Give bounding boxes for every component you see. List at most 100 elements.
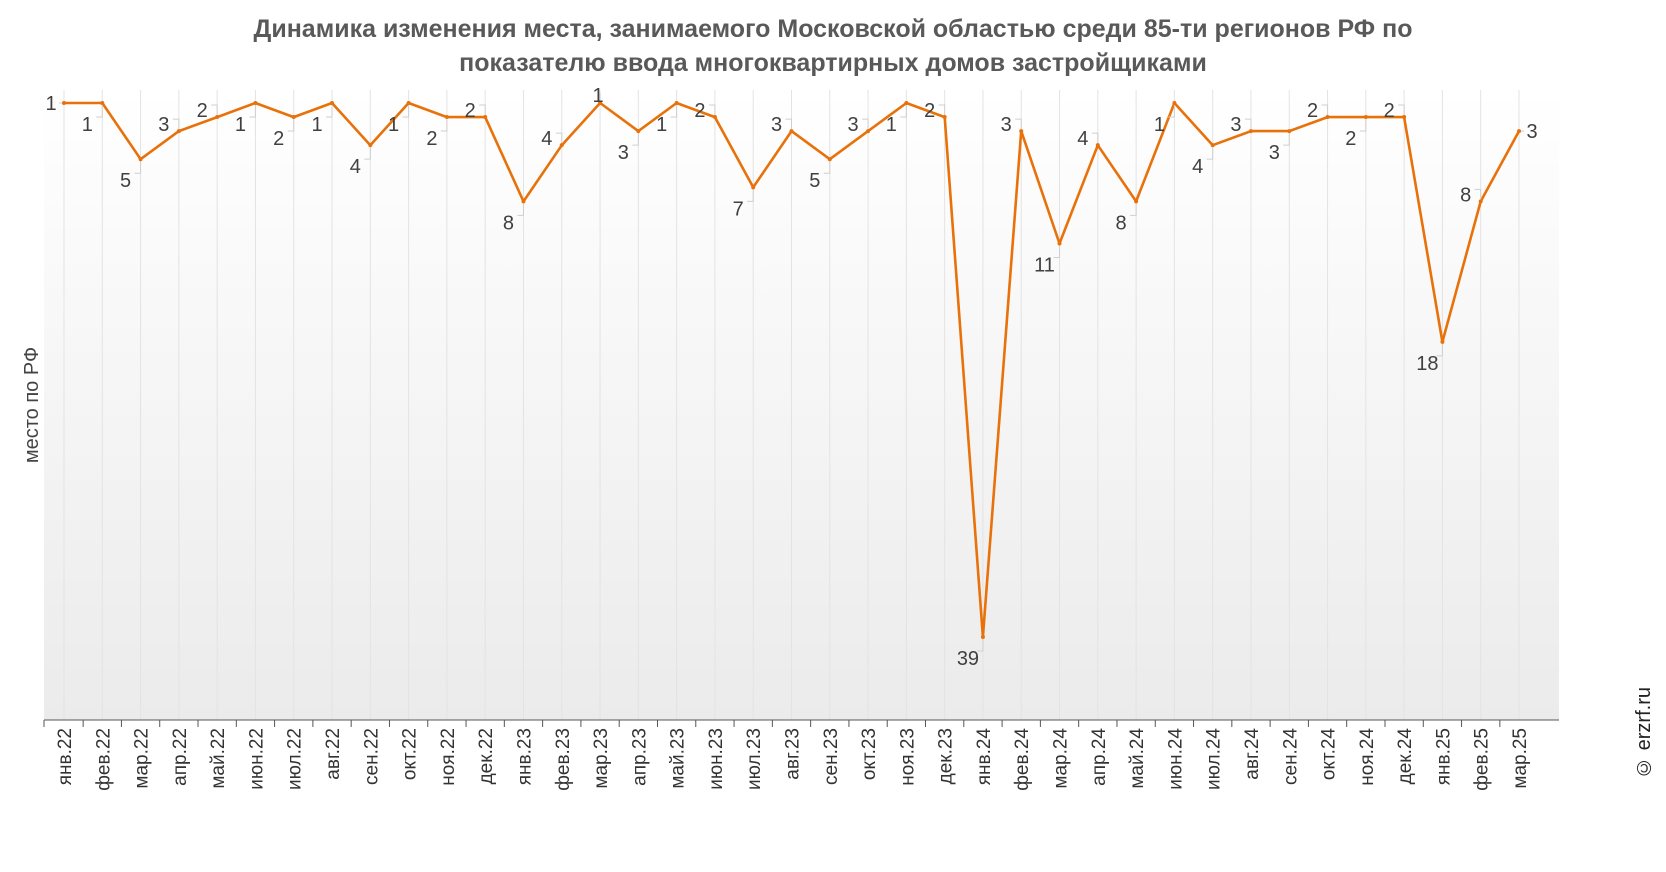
x-tick-label: май.22 — [208, 728, 229, 789]
data-label-leader — [402, 103, 410, 118]
data-label-leader — [1130, 201, 1137, 216]
data-point — [1019, 129, 1024, 134]
data-point — [444, 115, 449, 120]
data-point — [636, 129, 641, 134]
plot-area — [44, 90, 1559, 720]
x-tick-label: июн.24 — [1165, 728, 1186, 790]
data-label: 39 — [957, 648, 979, 670]
data-label-leader — [1168, 103, 1175, 118]
x-tick-label: фев.24 — [1012, 728, 1033, 791]
x-tick-label: апр.23 — [629, 728, 650, 786]
data-label-leader — [670, 103, 678, 118]
x-axis-ticks — [43, 720, 1501, 727]
x-tick-label: окт.22 — [400, 728, 421, 780]
data-label: 11 — [1034, 255, 1055, 277]
x-tick-label: окт.23 — [859, 728, 880, 780]
data-point — [751, 185, 756, 190]
x-tick-label: мар.24 — [1051, 728, 1072, 789]
data-label: 7 — [733, 198, 744, 220]
x-tick-label: дек.23 — [936, 728, 957, 784]
data-label-leader — [747, 187, 754, 202]
data-label: 3 — [158, 114, 169, 136]
data-label: 8 — [1116, 212, 1127, 234]
x-tick-label: июл.22 — [285, 728, 306, 790]
data-label: 1 — [886, 114, 897, 136]
x-tick-label: янв.25 — [1433, 728, 1454, 785]
data-label-leader — [440, 117, 448, 132]
data-label-leaders — [59, 93, 1524, 652]
data-label-leader — [823, 159, 831, 174]
x-tick-label: окт.24 — [1319, 728, 1340, 781]
data-label: 3 — [771, 114, 782, 136]
data-label-leader — [976, 637, 984, 652]
watermark: © erzrf.ru — [1633, 687, 1655, 778]
data-label: 1 — [388, 114, 399, 136]
data-label-leader — [785, 118, 792, 132]
data-label-leader — [555, 132, 563, 146]
data-point — [1325, 115, 1330, 120]
data-label: 2 — [465, 100, 476, 122]
x-tick-label: авг.23 — [783, 728, 804, 780]
data-label-leader — [134, 159, 142, 174]
data-label-leader — [938, 104, 946, 118]
data-point — [1095, 143, 1100, 148]
x-tick-label: апр.22 — [170, 728, 191, 786]
x-tick-label: мар.22 — [132, 728, 153, 789]
data-point — [291, 115, 296, 120]
data-label: 2 — [1384, 100, 1395, 122]
x-tick-label: ноя.22 — [438, 728, 459, 786]
data-label: 1 — [311, 114, 322, 136]
data-label: 1 — [592, 85, 603, 107]
data-label-leader — [172, 118, 180, 132]
x-tick-label: фев.22 — [93, 728, 114, 791]
data-label-leader — [364, 145, 371, 160]
data-label-leader — [862, 118, 869, 132]
x-tick-label: май.24 — [1127, 728, 1148, 789]
data-label: 2 — [924, 100, 935, 122]
data-label-leader — [1359, 117, 1367, 132]
data-label: 4 — [1077, 128, 1088, 150]
data-point — [406, 101, 411, 105]
data-label-leader — [249, 103, 256, 118]
data-label: 3 — [1001, 114, 1012, 136]
data-label: 3 — [618, 142, 629, 164]
x-tick-label: фев.25 — [1472, 728, 1493, 791]
data-label: 1 — [45, 93, 56, 115]
data-label-leader — [326, 103, 333, 118]
data-label: 1 — [82, 114, 93, 136]
data-label: 3 — [1526, 121, 1537, 143]
data-point — [215, 115, 220, 120]
data-points — [62, 101, 1521, 639]
data-label-leader — [517, 201, 524, 216]
data-point — [789, 129, 794, 134]
grid-lines — [63, 90, 1520, 720]
data-label-leader — [1436, 341, 1443, 357]
data-point — [942, 115, 947, 120]
data-point — [62, 101, 66, 105]
data-label: 2 — [273, 128, 284, 150]
data-point — [980, 635, 985, 639]
y-axis-label: место по РФ — [21, 347, 43, 463]
data-point — [253, 101, 258, 105]
data-point — [1402, 115, 1407, 120]
data-label-leader — [1015, 118, 1022, 132]
data-label-leader — [1398, 104, 1405, 118]
x-tick-label: янв.24 — [974, 728, 995, 786]
x-tick-label: июн.23 — [706, 728, 727, 790]
data-label: 1 — [235, 114, 246, 136]
data-point — [1248, 129, 1253, 134]
data-label: 4 — [1192, 156, 1203, 178]
data-label-leader — [1244, 118, 1252, 132]
data-point — [521, 199, 526, 204]
data-label: 3 — [1230, 114, 1241, 136]
data-label: 2 — [1307, 100, 1318, 122]
x-axis-tick-labels: янв.22 фев.22 мар.22 апр.22 май.22 июн.22 июл.… — [55, 728, 1531, 791]
x-tick-label: май.23 — [668, 728, 689, 789]
data-label-leader — [1321, 104, 1329, 118]
data-point — [1363, 115, 1368, 120]
data-label: 18 — [1416, 353, 1438, 375]
data-point — [176, 129, 181, 134]
data-point — [598, 101, 603, 105]
x-tick-label: сен.24 — [1280, 728, 1301, 785]
